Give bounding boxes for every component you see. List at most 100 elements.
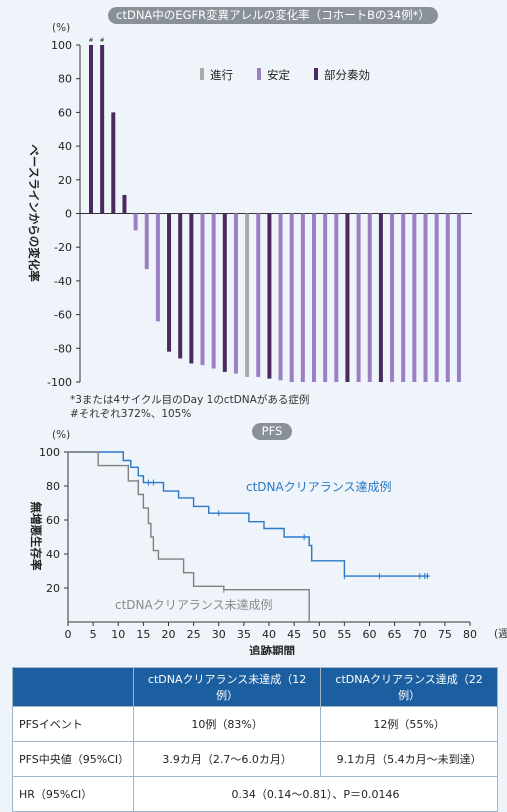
waterfall-bar [334,213,339,382]
waterfall-bar-mark: # [100,37,105,44]
cell-value: 9.1カ月（5.4カ月〜未到達） [320,741,498,777]
pfs-x-tick-label: 80 [463,628,477,641]
waterfall-y-tick-label: 20 [58,174,72,187]
waterfall-y-tick-label: -80 [54,342,72,355]
waterfall-y-tick-label: 80 [58,73,72,86]
legend-label: 進行 [210,68,233,82]
pfs-x-tick-label: 25 [187,628,201,641]
waterfall-y-tick-label: -20 [54,241,72,254]
waterfall-bar [412,213,417,382]
pfs-x-tick-label: 65 [388,628,402,641]
pfs-x-tick-label: 30 [212,628,226,641]
pfs-curve-not-cleared [68,451,310,622]
waterfall-bar [144,213,149,270]
waterfall-bar [178,213,183,359]
table-row: PFSイベント 10例（83%） 12例（55%） [12,706,498,742]
cell-value: 12例（55%） [320,706,498,742]
waterfall-bar [323,213,328,382]
legend-swatch [200,68,204,80]
waterfall-chart: (%) ベースラインからの変化率 進行 安定 部分奏効 100 80 60 40 20 0 -2… [27,22,472,389]
waterfall-bar [133,213,138,231]
legend-swatch [314,68,318,80]
waterfall-bar [456,213,461,382]
waterfall-bar [256,213,261,377]
series-label-cleared: ctDNAクリアランス達成例 [246,480,392,494]
table-header-blank [12,667,134,707]
pfs-x-label: 追跡期間 [249,644,295,655]
waterfall-y-unit: (%) [52,22,70,34]
waterfall-bar [401,213,406,382]
waterfall-y-tick-label: 40 [58,140,72,153]
waterfall-bar [378,213,383,382]
row-label: HR（95%CI） [12,776,134,812]
waterfall-y-tick-label: -100 [47,376,72,389]
pfs-x-tick-label: 10 [111,628,125,641]
waterfall-bar [267,213,272,379]
hr-value: 0.34（0.14〜0.81）、P＝0.0146 [133,776,498,812]
waterfall-bar [189,213,194,364]
waterfall-bar [245,213,250,377]
waterfall-bar [312,213,316,382]
waterfall-title: ctDNA中のEGFR変異アレルの変化率（コホートBの34例*） [108,7,438,24]
waterfall-bar [445,213,450,382]
pfs-curves [68,451,430,622]
waterfall-bar [289,213,294,382]
waterfall-y-tick-label: -40 [54,275,72,288]
pfs-y-tick-label: 100 [39,446,60,459]
pfs-x-tick-label: 15 [136,628,150,641]
pfs-y-unit: (%) [52,429,70,441]
waterfall-bar [345,213,350,382]
pfs-y-tick-label: 40 [46,548,60,561]
waterfall-y-tick-label: 100 [51,39,72,52]
pfs-x-tick-label: 0 [65,628,72,641]
pfs-y-tick-label: 60 [46,514,60,527]
waterfall-bar [167,213,172,352]
legend-label: 安定 [267,68,290,82]
pfs-x-tick-label: 45 [287,628,301,641]
pfs-y-tick-label: 80 [46,480,60,493]
table-row: HR（95%CI） 0.34（0.14〜0.81）、P＝0.0146 [12,776,498,812]
waterfall-bar [278,213,283,381]
waterfall-bar [390,213,395,382]
table-header-cleared: ctDNAクリアランス達成（22例） [320,667,498,707]
footnote-1: *3または4サイクル目のDay 1のctDNAがある症例 [70,394,310,406]
pfs-title: PFS [252,423,292,440]
pfs-axis: 0 5 10 15 20 25 30 35 40 45 50 55 60 65 70 75 80 20 40 60 80… [39,446,477,641]
row-label: PFSイベント [12,706,134,742]
pfs-x-unit: (週) [494,628,507,640]
table-header-row: ctDNAクリアランス未達成（12例） ctDNAクリアランス達成（22例） [12,667,498,707]
pfs-chart: (%) (週) 無増悪生存率 追跡期間 0 5 10 15 20 25 30 35 40 45 50… [29,429,507,655]
pfs-x-tick-label: 75 [438,628,452,641]
waterfall-bar [367,213,372,382]
pfs-y-tick-label: 20 [46,582,60,595]
pfs-x-tick-label: 5 [90,628,97,641]
legend-label: 部分奏効 [324,68,370,82]
pfs-y-label: 無増悪生存率 [29,502,43,571]
pfs-x-tick-label: 20 [162,628,176,641]
cell-value: 3.9カ月（2.7〜6.0カ月） [132,741,322,777]
waterfall-bar [356,213,361,382]
waterfall-y-label: ベースラインからの変化率 [27,144,41,282]
waterfall-bar [233,213,238,374]
pfs-curve-cleared [68,451,430,577]
waterfall-bar [211,213,216,369]
waterfall-bar-mark: # [88,37,93,44]
waterfall-y-tick-label: 0 [65,208,72,221]
pfs-x-tick-label: 60 [363,628,377,641]
waterfall-bar [423,213,428,382]
waterfall-y-tick-label: -60 [54,309,72,322]
waterfall-legend: 進行 安定 部分奏効 [200,68,370,82]
legend-swatch [257,68,261,80]
pfs-x-tick-label: 70 [413,628,427,641]
waterfall-bar [100,45,105,214]
cell-value: 10例（83%） [132,706,322,742]
pfs-x-tick-label: 40 [262,628,276,641]
waterfall-y-tick-label: 60 [58,106,72,119]
waterfall-bars: # # [88,37,461,382]
waterfall-bar [155,213,160,322]
waterfall-bar [222,213,227,372]
pfs-x-tick-label: 50 [312,628,326,641]
footnote-2: #それぞれ372%、105% [70,408,192,420]
waterfall-bar [122,194,127,214]
results-table: ctDNAクリアランス未達成（12例） ctDNAクリアランス達成（22例） P… [12,667,498,812]
